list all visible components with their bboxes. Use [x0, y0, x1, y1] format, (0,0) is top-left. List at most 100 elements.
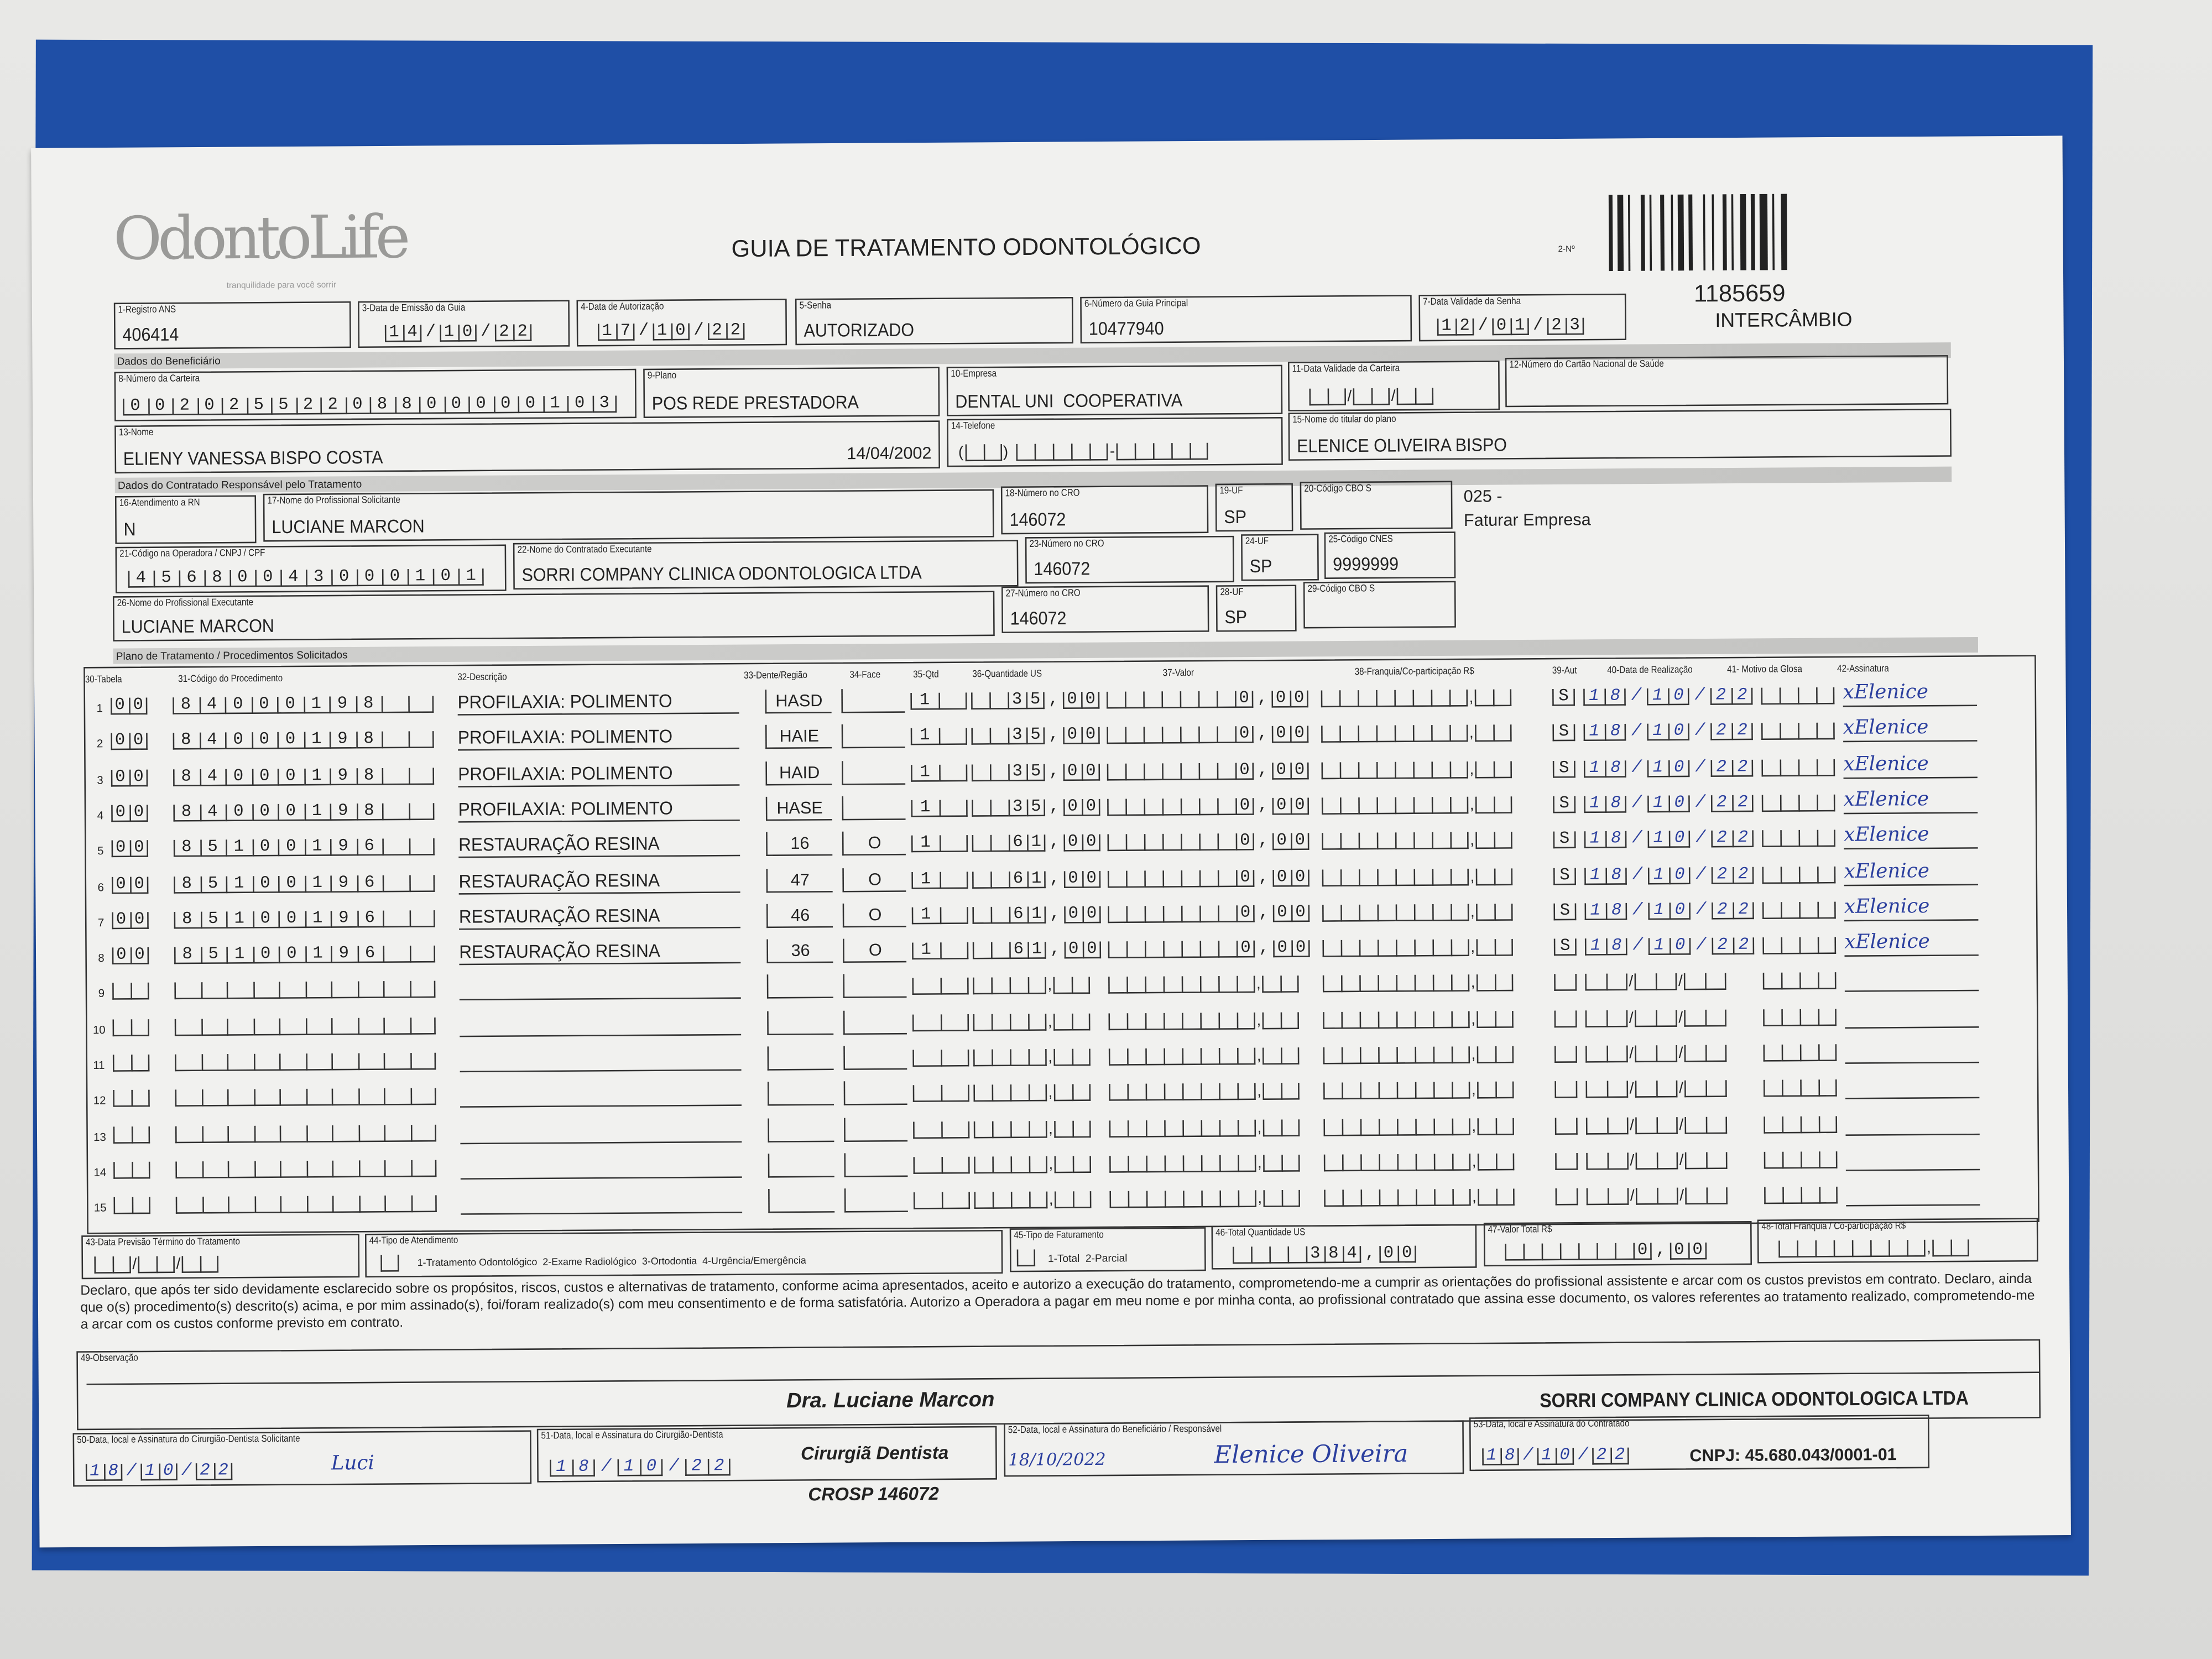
field-tipo-faturamento[interactable]: 45-Tipo de Faturamento 1-Total 2-Parcial — [1009, 1227, 1206, 1272]
aut-comb[interactable]: S — [1552, 758, 1582, 778]
field-cbo-29[interactable]: 29-Código CBO S — [1303, 581, 1456, 629]
comb-cell — [175, 1125, 202, 1143]
aut-comb[interactable] — [1554, 1117, 1578, 1135]
comb-cell — [279, 982, 305, 999]
comb-cell — [410, 1124, 437, 1141]
label: 44-Tipo de Atendimento — [369, 1236, 458, 1246]
patient-signature: xElenice — [1844, 929, 1979, 957]
field-cartao-nacional[interactable]: 12-Número do Cartão Nacional de Saúde — [1505, 355, 1949, 408]
field-cbo-20[interactable]: 20-Código CBO S — [1300, 481, 1453, 530]
field-cro-27[interactable]: 27-Número no CRO 146072 — [1001, 585, 1209, 633]
comb-cell — [1201, 1119, 1219, 1136]
comb-cell — [1477, 1010, 1495, 1028]
field-guia-principal[interactable]: 6-Número da Guia Principal 10477940 — [1080, 295, 1412, 344]
tabela-comb — [112, 1019, 150, 1036]
comb-cell — [1432, 975, 1452, 993]
field-assinatura-solicitante[interactable]: 50-Data, local e Assinatura do Cirurgião… — [72, 1430, 532, 1487]
comb-cell — [201, 1054, 227, 1071]
aut-comb[interactable] — [1554, 1046, 1577, 1063]
field-carteira[interactable]: 8-Número da Carteira 00202552208800000103 — [114, 368, 637, 421]
field-tipo-atendimento[interactable]: 44-Tipo de Atendimento 1-Tratamento Odont… — [364, 1229, 1003, 1278]
comb-cell — [1182, 1083, 1201, 1101]
comb-value: S — [1559, 864, 1583, 885]
field-empresa[interactable]: 10-Empresa DENTAL UNI COOPERATIVA — [946, 364, 1283, 416]
aut-comb[interactable]: S — [1553, 900, 1583, 920]
aut-comb[interactable] — [1555, 1152, 1578, 1170]
comb-cell — [1781, 973, 1800, 990]
field-atendimento-rn[interactable]: 16-Atendimento a RN N — [114, 495, 257, 544]
aut-comb[interactable]: S — [1553, 793, 1582, 813]
label: 49-Observação — [80, 1353, 138, 1364]
checkbox[interactable] — [380, 1254, 399, 1272]
patient-signature — [1845, 1036, 1980, 1064]
field-total-franquia[interactable]: 48-Total Franquia / Co-participação R$, — [1757, 1218, 2038, 1264]
checkbox[interactable] — [1016, 1249, 1036, 1267]
comb-cell — [1053, 1048, 1072, 1066]
aut-comb[interactable] — [1554, 974, 1577, 992]
field-cnes[interactable]: 25-Código CNES 9999999 — [1324, 531, 1456, 579]
comb-cell — [1475, 832, 1494, 849]
field-registro-ans[interactable]: 1-Registro ANS 406414 — [113, 301, 351, 349]
comb-cell — [1054, 1156, 1073, 1173]
row-number: 6 — [97, 880, 104, 894]
value: 146072 — [1010, 607, 1067, 629]
field-contratado-executante[interactable]: 22-Nome do Contratado Executante SORRI CO… — [513, 540, 1019, 590]
comb-cell — [1281, 1083, 1300, 1100]
label: 22-Nome do Contratado Executante — [517, 545, 652, 556]
face — [844, 1152, 908, 1177]
field-profissional-solicitante[interactable]: 17-Nome do Profissional Solicitante LUCIA… — [263, 489, 994, 542]
field-plano[interactable]: 9-Plano POS REDE PRESTADORA — [643, 367, 940, 418]
field-nome[interactable]: 13-Nome ELIENY VANESSA BISPO COSTA 14/04/2… — [114, 420, 940, 474]
aut-comb[interactable] — [1554, 1010, 1577, 1027]
comb-separator: / — [1347, 388, 1352, 405]
field-validade-senha[interactable]: 7-Data Validade da Senha 12/01/23 — [1418, 293, 1626, 342]
field-data-emissao[interactable]: 3-Data de Emissão da Guia 14/10/22 — [358, 300, 570, 348]
field-previsao-termino[interactable]: 43-Data Previsão Término do Tratamento / / — [81, 1234, 360, 1280]
aut-comb[interactable] — [1555, 1188, 1578, 1206]
comb-cell — [1452, 1118, 1470, 1135]
field-data-autorizacao[interactable]: 4-Data de Autorização 17/10/22 — [576, 299, 787, 347]
comb-separator: , — [1471, 1082, 1476, 1099]
field-uf-28[interactable]: 28-UF SP — [1215, 585, 1297, 632]
field-titular[interactable]: 15-Nome do titular do plano ELENICE OLIVE… — [1288, 408, 1952, 461]
label: 50-Data, local e Assinatura do Cirurgião… — [77, 1434, 300, 1446]
aut-comb[interactable]: S — [1552, 722, 1582, 742]
dente-regiao — [768, 1188, 835, 1213]
stamp-clinic-cnpj: CNPJ: 45.680.043/0001-01 — [1689, 1444, 1897, 1466]
declaration-text: Declaro, que após ter sido devidamente e… — [80, 1271, 2035, 1333]
label: 52-Data, local e Assinatura do Beneficiá… — [1008, 1425, 1222, 1436]
tabela-comb: 00 — [110, 695, 152, 715]
comb-cell — [1010, 1156, 1029, 1173]
qtd-us-comb: 61,00 — [972, 868, 1105, 888]
field-profissional-executante[interactable]: 26-Nome do Profissional Executante LUCIAN… — [112, 591, 995, 641]
comb-cell — [1762, 901, 1781, 919]
field-senha[interactable]: 5-Senha AUTORIZADO — [795, 296, 1073, 346]
valor-comb: , — [1108, 1047, 1300, 1066]
qtd-us-comb: , — [973, 977, 1091, 995]
field-assinatura-beneficiario[interactable]: 52-Data, local e Assinatura do Beneficiá… — [1004, 1420, 1464, 1477]
field-codigo-operadora[interactable]: 21-Código na Operadora / CNPJ / CPF 45680… — [115, 544, 507, 594]
field-valor-total[interactable]: 47-Valor Total R$ 0,00 — [1483, 1221, 1752, 1267]
field-validade-carteira[interactable]: 11-Data Validade da Carteira / / — [1287, 361, 1500, 411]
field-uf-19[interactable]: 19-UF SP — [1215, 483, 1293, 532]
comb-cell — [1216, 691, 1235, 708]
comb-value: 18/10/22 — [90, 1460, 237, 1481]
field-telefone[interactable]: 14-Telefone () - — [947, 417, 1283, 467]
comb-cell — [1684, 973, 1705, 991]
aut-comb[interactable]: S — [1553, 829, 1582, 849]
comb-separator: , — [1472, 1153, 1477, 1171]
comb-cell — [380, 1254, 399, 1272]
aut-comb[interactable]: S — [1553, 936, 1583, 956]
comb-value: S — [1558, 722, 1582, 742]
aut-comb[interactable]: S — [1552, 686, 1581, 706]
comb-cell — [1238, 1190, 1256, 1208]
comb-cell — [1505, 1243, 1524, 1261]
field-cro-18[interactable]: 18-Número no CRO 146072 — [1000, 485, 1209, 535]
aut-comb[interactable]: S — [1553, 864, 1582, 885]
comb-cell — [174, 983, 201, 1000]
field-cro-23[interactable]: 23-Número no CRO 146072 — [1025, 535, 1234, 584]
field-total-us[interactable]: 46-Total Quantidade US 384,00 — [1211, 1224, 1477, 1270]
aut-comb[interactable] — [1554, 1081, 1578, 1099]
field-uf-24[interactable]: 24-UF SP — [1241, 534, 1319, 581]
comb-cell — [1263, 1154, 1282, 1172]
